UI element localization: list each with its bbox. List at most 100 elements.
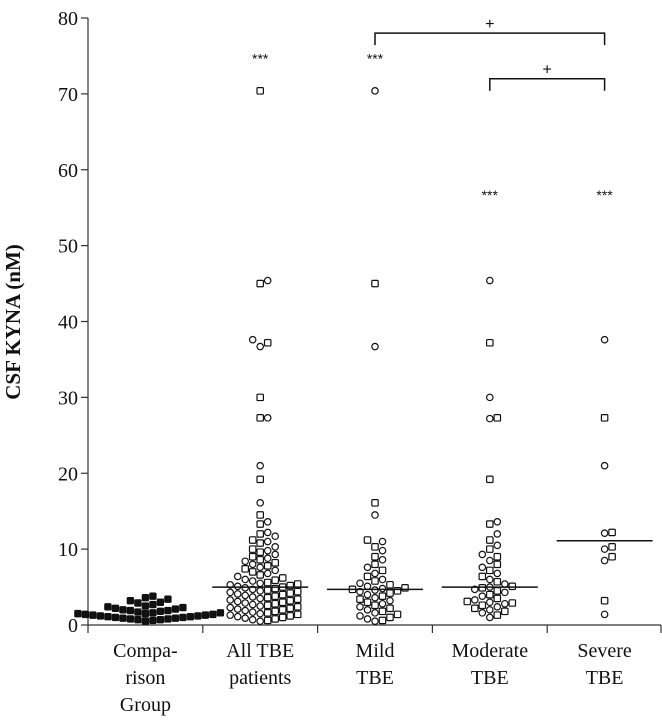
data-point xyxy=(248,335,257,344)
x-category-label: Mild xyxy=(356,640,395,662)
data-point xyxy=(463,597,472,606)
data-point xyxy=(241,575,250,584)
data-point xyxy=(278,574,287,582)
data-point xyxy=(271,592,280,600)
data-point xyxy=(485,393,494,402)
data-point xyxy=(608,528,616,537)
comparison-brackets: ++ xyxy=(374,16,606,91)
data-point xyxy=(233,582,242,591)
data-point xyxy=(248,577,257,585)
y-tick-label: 20 xyxy=(58,463,78,485)
data-point xyxy=(278,606,287,614)
data-point xyxy=(363,598,372,607)
data-point xyxy=(248,568,257,576)
x-axis: Compa-rison Group All TBE patients Mild TBE Mo… xyxy=(87,624,662,716)
data-point xyxy=(600,529,609,537)
data-point xyxy=(271,615,280,623)
data-point xyxy=(233,572,242,581)
data-point xyxy=(171,605,180,613)
data-point xyxy=(256,548,265,556)
data-point xyxy=(134,599,142,607)
data-point xyxy=(485,276,494,285)
data-point xyxy=(293,587,302,596)
data-point xyxy=(141,609,150,618)
data-point xyxy=(478,609,487,617)
data-point xyxy=(256,587,265,595)
data-point xyxy=(149,609,157,617)
data-point xyxy=(89,611,97,619)
comparison-label: + xyxy=(543,62,552,79)
data-point xyxy=(493,577,502,586)
data-point xyxy=(508,582,517,591)
data-point xyxy=(263,518,272,526)
data-point xyxy=(493,530,502,538)
data-point xyxy=(470,596,479,604)
data-point xyxy=(371,560,379,569)
data-point xyxy=(263,276,272,285)
data-point xyxy=(371,279,379,288)
data-point xyxy=(241,614,250,622)
data-point xyxy=(256,579,265,588)
x-category-label: All TBE xyxy=(226,640,294,662)
data-point xyxy=(241,606,250,615)
y-tick-label: 40 xyxy=(58,312,78,334)
data-point xyxy=(378,566,387,575)
data-point xyxy=(263,528,272,537)
data-point xyxy=(256,609,265,618)
data-point xyxy=(600,556,609,565)
data-point xyxy=(111,604,120,613)
comparison-bracket xyxy=(489,77,606,91)
data-point xyxy=(286,604,295,613)
data-point xyxy=(363,615,372,623)
data-point xyxy=(600,545,609,553)
data-point xyxy=(263,338,272,347)
y-tick-label: 80 xyxy=(58,8,78,30)
data-point xyxy=(371,552,379,561)
data-point xyxy=(356,612,364,620)
data-point xyxy=(485,613,494,622)
data-point xyxy=(248,608,257,616)
significance-label: *** xyxy=(482,187,499,203)
data-point xyxy=(256,414,265,422)
data-point xyxy=(371,87,379,95)
data-point xyxy=(378,616,387,625)
data-point xyxy=(226,611,235,619)
data-point xyxy=(378,599,387,608)
data-point xyxy=(600,461,609,470)
y-tick-label: 70 xyxy=(58,84,78,106)
data-point xyxy=(209,610,217,619)
data-point xyxy=(486,520,494,528)
data-point xyxy=(271,607,280,616)
data-point xyxy=(256,563,265,572)
data-point xyxy=(486,475,494,484)
data-point xyxy=(371,342,379,351)
data-point xyxy=(293,610,302,619)
data-point xyxy=(478,601,487,610)
data-point xyxy=(378,592,387,600)
data-point xyxy=(134,615,142,624)
data-point xyxy=(149,600,157,609)
data-point xyxy=(278,590,287,599)
data-point xyxy=(263,586,272,594)
data-point xyxy=(600,335,609,344)
data-point xyxy=(371,499,379,507)
y-tick-label: 30 xyxy=(58,387,78,409)
data-point xyxy=(104,612,112,621)
x-category-label: Severe xyxy=(577,640,632,662)
data-point xyxy=(256,617,265,626)
data-point xyxy=(371,593,379,602)
data-point xyxy=(248,536,257,544)
x-category-label: rison xyxy=(125,667,165,689)
data-point xyxy=(248,560,257,569)
data-point xyxy=(478,592,487,600)
data-point xyxy=(371,577,379,585)
data-point xyxy=(141,617,150,625)
data-point xyxy=(96,612,105,620)
data-point xyxy=(263,601,272,610)
data-point xyxy=(363,582,372,591)
data-point xyxy=(278,598,287,607)
data-point xyxy=(256,461,265,470)
data-point xyxy=(256,499,265,507)
data-point xyxy=(485,598,494,607)
data-point xyxy=(493,414,502,422)
